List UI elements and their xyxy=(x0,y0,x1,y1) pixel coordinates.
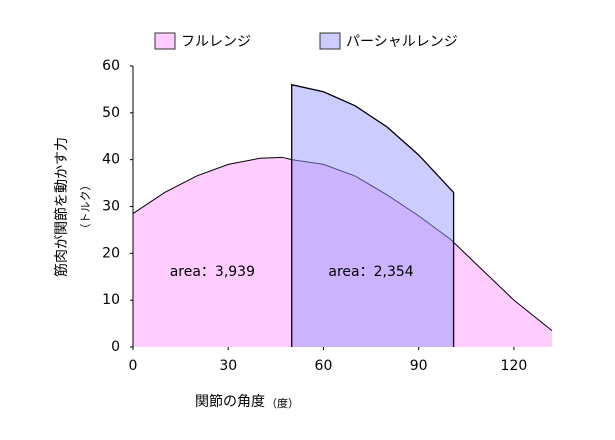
x-tick-label: 90 xyxy=(410,358,428,374)
y-tick-label: 60 xyxy=(102,58,120,74)
y-axis-unit: （トルク） xyxy=(79,180,92,235)
annotation: area：2,354 xyxy=(328,264,413,280)
y-tick-label: 20 xyxy=(102,245,120,261)
x-axis-label: 関節の角度 xyxy=(195,393,265,410)
y-tick-label: 0 xyxy=(111,339,120,355)
legend-label: パーシャルレンジ xyxy=(346,34,458,50)
annotation: area：3,939 xyxy=(170,264,255,280)
y-tick-label: 10 xyxy=(102,292,120,308)
x-tick-label: 60 xyxy=(315,358,333,374)
x-axis-unit: （度） xyxy=(266,396,299,410)
y-axis-label: 筋肉が関節を動かす力 xyxy=(53,137,70,277)
area-outline xyxy=(291,83,455,347)
y-tick-label: 40 xyxy=(102,152,120,168)
x-tick-label: 30 xyxy=(219,358,237,374)
y-tick-label: 50 xyxy=(102,105,120,121)
legend-swatch xyxy=(154,32,176,50)
legend-swatch xyxy=(319,32,341,50)
legend-label: フルレンジ xyxy=(181,34,251,50)
y-tick-label: 30 xyxy=(102,199,120,215)
x-tick-label: 120 xyxy=(501,358,528,374)
area xyxy=(291,84,454,347)
x-tick-label: 0 xyxy=(129,358,138,374)
